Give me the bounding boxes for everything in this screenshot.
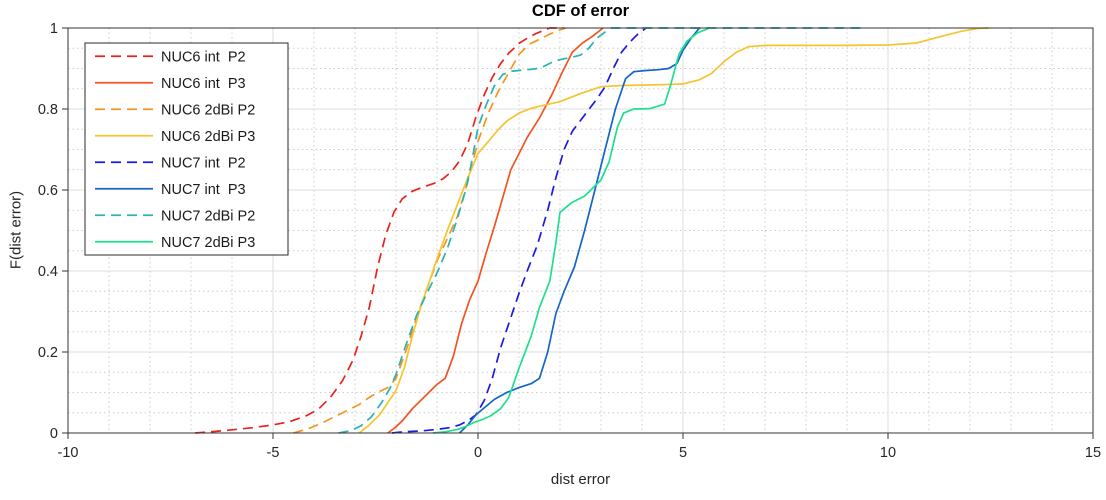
legend-item-nuc7-2dbi-p2: NUC7 2dBi P2 [95,208,255,224]
y-tick-label: 1 [50,21,58,37]
series-nuc7-int-p3 [459,27,701,434]
legend-label: NUC7 int P3 [161,182,246,198]
legend-label: NUC7 int P2 [161,155,246,171]
x-tick-label: -10 [58,445,79,461]
axis-ticks [62,27,1094,439]
grid-minor [68,28,1093,433]
legend-item-nuc6-int-p2: NUC6 int P2 [95,49,246,65]
series-lines [195,27,989,434]
x-tick-label: 15 [1085,445,1101,461]
legend-label: NUC7 2dBi P2 [161,208,255,224]
x-tick-label: 5 [679,445,687,461]
axis-box [67,27,1094,434]
legend-item-nuc7-2dbi-p3: NUC7 2dBi P3 [95,235,255,251]
legend-item-nuc6-2dbi-p2: NUC6 2dBi P2 [95,102,255,118]
y-axis-label: F(dist error) [7,190,25,270]
legend-item-nuc6-2dbi-p3: NUC6 2dBi P3 [95,129,255,145]
axis-tick-labels: -10 -5 0 5 10 15 0 0.2 0.4 0.6 0.8 1 [38,21,1101,461]
y-tick-label: 0.2 [38,345,58,361]
legend-label: NUC6 2dBi P2 [161,102,255,118]
legend-item-nuc7-int-p3: NUC7 int P3 [95,182,246,198]
chart-title: CDF of error [531,2,630,20]
x-tick-label: 0 [474,445,482,461]
y-tick-label: 0.6 [38,183,58,199]
series-nuc6-int-p3 [387,27,604,434]
series-nuc6-2dbi-p3 [358,27,989,434]
legend-label: NUC6 int P2 [161,49,246,65]
legend-label: NUC6 2dBi P3 [161,129,255,145]
x-axis-label: dist error [550,471,611,488]
y-tick-label: 0.8 [38,102,58,118]
legend-box [84,42,289,256]
legend-item-nuc7-int-p2: NUC7 int P2 [95,155,246,171]
legend-item-nuc6-int-p3: NUC6 int P3 [95,76,246,92]
y-tick-label: 0 [50,426,58,442]
x-tick-label: -5 [267,445,280,461]
x-tick-label: 10 [880,445,896,461]
series-nuc7-2dbi-p2 [338,27,862,434]
series-nuc7-2dbi-p3 [432,27,710,434]
series-nuc6-int-p2 [195,27,565,434]
legend-label: NUC6 int P3 [161,76,246,92]
legend: NUC6 int P2 NUC6 int P3 NUC6 2dBi P2 NUC6 2… [84,42,289,256]
legend-label: NUC7 2dBi P3 [161,235,255,251]
series-nuc7-int-p2 [391,27,647,434]
y-tick-label: 0.4 [38,264,58,280]
